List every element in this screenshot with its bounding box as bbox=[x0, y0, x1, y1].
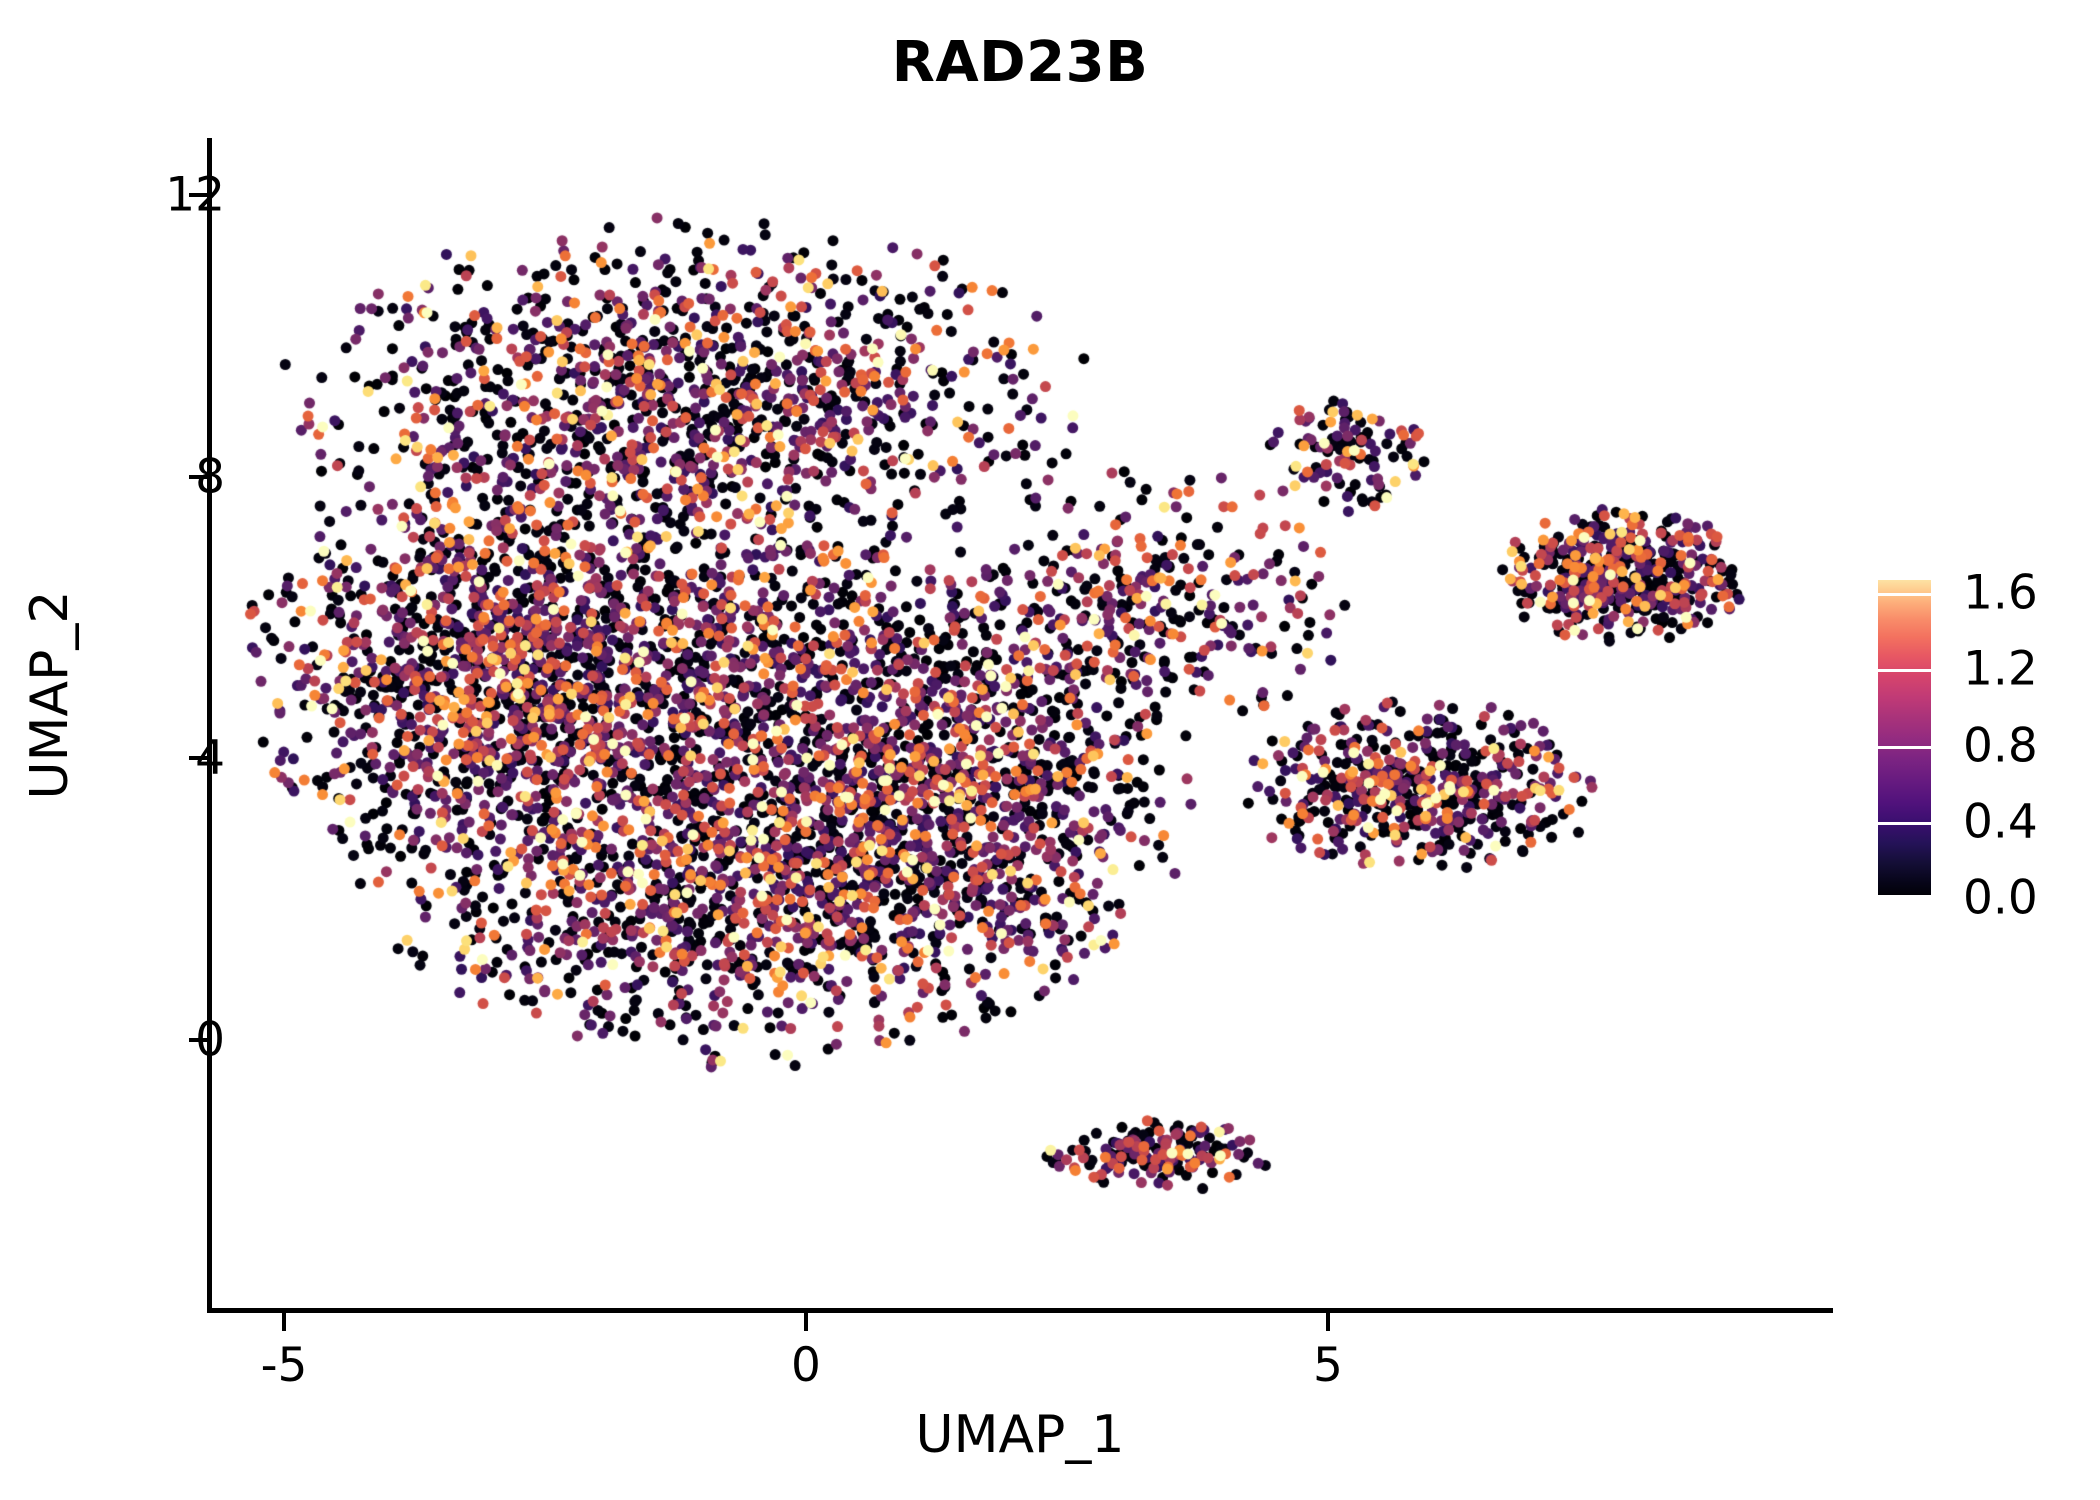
colorbar-tick-label: 1.2 bbox=[1963, 641, 2038, 697]
x-tick-label: 0 bbox=[791, 1338, 821, 1393]
y-tick-label: 0 bbox=[195, 1012, 225, 1068]
y-tick-label: 4 bbox=[195, 730, 225, 786]
colorbar-tick-mark bbox=[1878, 745, 1931, 749]
colorbar-tick-mark bbox=[1878, 669, 1931, 673]
x-tick-label: 5 bbox=[1313, 1338, 1343, 1393]
colorbar-tick-mark bbox=[1878, 895, 1931, 898]
colorbar: 0.0 0.4 0.8 1.2 1.6 bbox=[1878, 566, 2098, 926]
colorbar-tick-mark bbox=[1878, 593, 1931, 597]
y-axis-spine bbox=[207, 138, 212, 1313]
x-tick-label: -5 bbox=[260, 1338, 308, 1393]
colorbar-tick-label: 0.8 bbox=[1963, 718, 2038, 774]
plot-axes-area bbox=[210, 140, 1830, 1310]
y-tick-mark bbox=[189, 756, 207, 761]
page-title: RAD23B bbox=[891, 30, 1149, 95]
colorbar-tick-label: 0.4 bbox=[1963, 794, 2038, 850]
colorbar-gradient bbox=[1878, 580, 1931, 898]
y-tick-mark bbox=[189, 474, 207, 479]
y-tick-label: 8 bbox=[195, 449, 225, 505]
y-tick-label: 12 bbox=[165, 167, 225, 223]
x-tick-mark bbox=[282, 1313, 286, 1331]
y-tick-mark bbox=[189, 193, 207, 197]
colorbar-tick-label: 0.0 bbox=[1963, 870, 2038, 926]
x-tick-mark bbox=[804, 1313, 808, 1331]
y-axis-label: UMAP_2 bbox=[20, 590, 80, 800]
x-axis-spine bbox=[207, 1308, 1833, 1313]
colorbar-tick-label: 1.6 bbox=[1963, 565, 2038, 621]
colorbar-tick-mark bbox=[1878, 821, 1931, 825]
x-axis-label: UMAP_1 bbox=[915, 1405, 1125, 1465]
x-tick-mark bbox=[1326, 1313, 1330, 1331]
y-tick-mark bbox=[189, 1038, 207, 1042]
scatter-plot-canvas bbox=[210, 140, 1830, 1310]
